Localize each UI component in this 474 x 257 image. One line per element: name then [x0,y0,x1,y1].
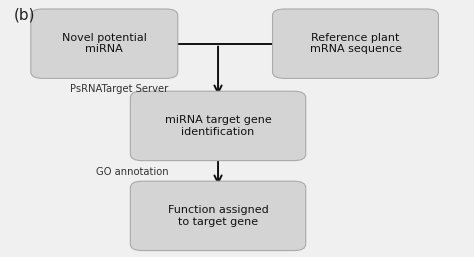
Text: Function assigned
to target gene: Function assigned to target gene [168,205,268,227]
Text: Reference plant
mRNA sequence: Reference plant mRNA sequence [310,33,401,54]
FancyBboxPatch shape [130,181,306,251]
FancyBboxPatch shape [31,9,178,78]
Text: miRNA target gene
identification: miRNA target gene identification [164,115,272,137]
FancyBboxPatch shape [130,91,306,161]
Text: GO annotation: GO annotation [96,167,168,177]
Text: Novel potential
miRNA: Novel potential miRNA [62,33,147,54]
Text: PsRNATarget Server: PsRNATarget Server [70,84,168,94]
Text: (b): (b) [14,8,36,23]
FancyBboxPatch shape [273,9,438,78]
